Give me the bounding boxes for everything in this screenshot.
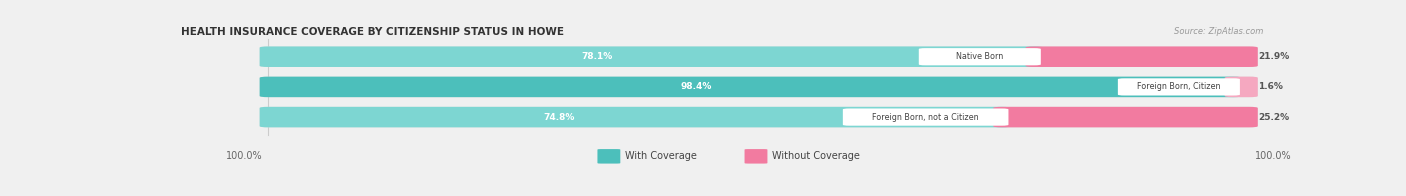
FancyBboxPatch shape bbox=[260, 107, 1258, 127]
FancyBboxPatch shape bbox=[842, 109, 1008, 126]
Text: 1.6%: 1.6% bbox=[1258, 82, 1282, 91]
Text: 100.0%: 100.0% bbox=[1254, 151, 1291, 161]
FancyBboxPatch shape bbox=[745, 149, 768, 164]
Text: 21.9%: 21.9% bbox=[1258, 52, 1289, 61]
FancyBboxPatch shape bbox=[260, 77, 1258, 97]
Text: 25.2%: 25.2% bbox=[1258, 113, 1289, 122]
FancyBboxPatch shape bbox=[260, 107, 1011, 127]
FancyBboxPatch shape bbox=[598, 149, 620, 164]
Text: Foreign Born, Citizen: Foreign Born, Citizen bbox=[1137, 82, 1220, 91]
Text: Source: ZipAtlas.com: Source: ZipAtlas.com bbox=[1174, 26, 1263, 35]
Text: 98.4%: 98.4% bbox=[681, 82, 711, 91]
Text: Native Born: Native Born bbox=[956, 52, 1004, 61]
Text: 74.8%: 74.8% bbox=[543, 113, 575, 122]
FancyBboxPatch shape bbox=[260, 77, 1241, 97]
FancyBboxPatch shape bbox=[1025, 46, 1258, 67]
Text: Foreign Born, not a Citizen: Foreign Born, not a Citizen bbox=[872, 113, 979, 122]
Text: With Coverage: With Coverage bbox=[624, 151, 696, 161]
FancyBboxPatch shape bbox=[1118, 78, 1240, 95]
Text: 78.1%: 78.1% bbox=[581, 52, 613, 61]
Text: 100.0%: 100.0% bbox=[226, 151, 263, 161]
FancyBboxPatch shape bbox=[1225, 77, 1258, 97]
FancyBboxPatch shape bbox=[918, 48, 1040, 65]
FancyBboxPatch shape bbox=[260, 46, 1258, 67]
FancyBboxPatch shape bbox=[260, 46, 1043, 67]
Text: HEALTH INSURANCE COVERAGE BY CITIZENSHIP STATUS IN HOWE: HEALTH INSURANCE COVERAGE BY CITIZENSHIP… bbox=[181, 26, 564, 36]
Text: Without Coverage: Without Coverage bbox=[772, 151, 859, 161]
FancyBboxPatch shape bbox=[993, 107, 1258, 127]
